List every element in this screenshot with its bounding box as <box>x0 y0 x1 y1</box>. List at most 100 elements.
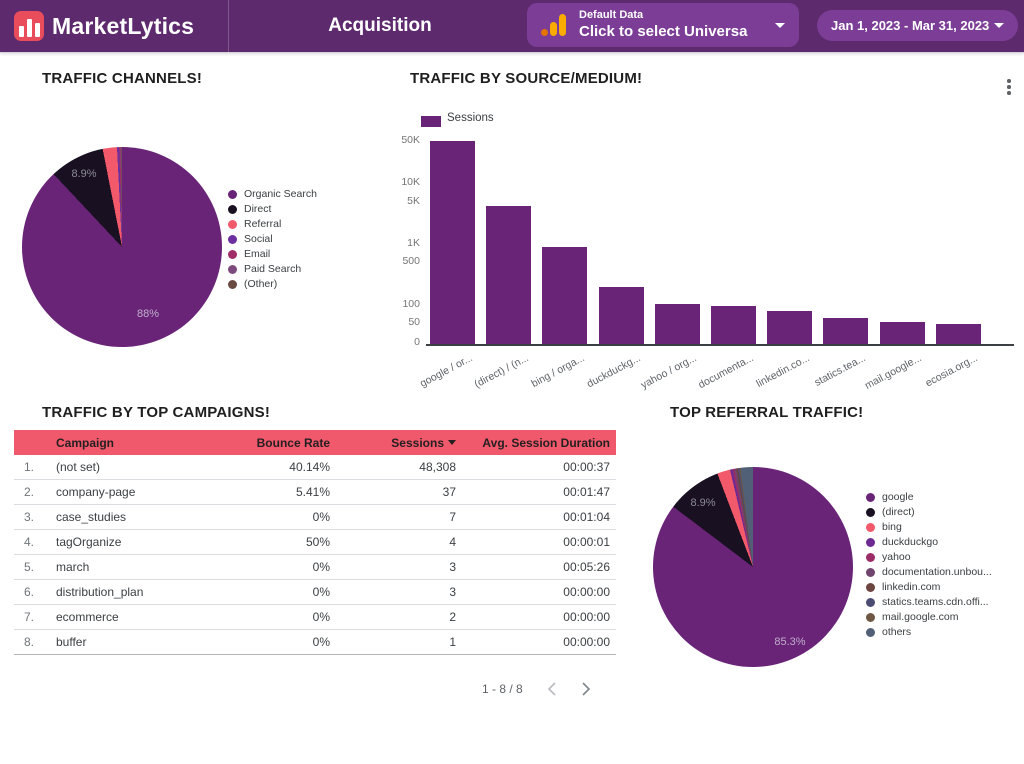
column-header-campaign[interactable]: Campaign <box>56 435 115 450</box>
x-axis-category-label: duckduckg... <box>585 352 643 391</box>
table-cell: 5.41% <box>295 485 330 499</box>
bar-2[interactable] <box>542 246 588 345</box>
table-row[interactable]: 8. buffer 0% 1 00:00:00 <box>14 630 616 655</box>
kebab-menu-icon[interactable] <box>1000 75 1018 99</box>
bar-9[interactable] <box>935 323 981 345</box>
date-range-selector[interactable]: Jan 1, 2023 - Mar 31, 2023 <box>817 10 1018 41</box>
table-cell: distribution_plan <box>56 585 144 599</box>
brand-logo: MarketLytics <box>14 0 194 52</box>
legend-color-dot <box>228 204 237 214</box>
y-axis-tick-label: 5K <box>407 194 420 207</box>
data-source-caption: Default Data <box>579 8 644 21</box>
legend-color-dot <box>866 492 875 502</box>
table-cell: 00:05:26 <box>563 560 610 574</box>
legend-color-dot <box>866 612 875 622</box>
traffic-channels-pie[interactable] <box>22 147 222 347</box>
source-medium-title: TRAFFIC BY SOURCE/MEDIUM! <box>410 70 643 87</box>
table-cell: 00:01:47 <box>563 485 610 499</box>
x-axis-category-label: ecosia.org... <box>923 352 980 390</box>
legend-label: Social <box>244 233 273 245</box>
table-cell: 8. <box>24 635 35 649</box>
column-header-sessions[interactable]: Sessions <box>336 436 462 450</box>
bar-0[interactable] <box>430 140 475 345</box>
bar-5[interactable] <box>711 305 756 345</box>
legend-item: linkedin.com <box>866 581 992 593</box>
legend-label: documentation.unbou... <box>882 566 992 578</box>
traffic-channels-title: TRAFFIC CHANNELS! <box>42 70 203 87</box>
table-cell: 0% <box>312 610 330 624</box>
legend-item: others <box>866 626 992 638</box>
table-row[interactable]: 7. ecommerce 0% 2 00:00:00 <box>14 605 616 630</box>
table-cell: 7 <box>449 510 456 524</box>
table-row[interactable]: 2. company-page 5.41% 37 00:01:47 <box>14 480 616 505</box>
legend-item: mail.google.com <box>866 611 992 623</box>
bar-3[interactable] <box>598 286 644 345</box>
sessions-legend-label: Sessions <box>447 112 494 124</box>
legend-item: Referral <box>228 218 317 230</box>
pie-slice-label: 8.9% <box>690 497 716 509</box>
top-referral-pie[interactable] <box>653 467 853 667</box>
sessions-legend-swatch <box>421 116 441 127</box>
next-page-icon[interactable] <box>581 682 591 696</box>
legend-label: (Other) <box>244 278 278 290</box>
marketlytics-logo-icon <box>14 11 44 41</box>
table-cell: 00:00:00 <box>563 610 610 624</box>
top-referral-legend: google (direct) bing duckduckgo yahoo documen… <box>866 491 992 638</box>
x-axis-category-label: (direct) / (n... <box>472 352 531 391</box>
table-cell: 1. <box>24 460 35 474</box>
table-row[interactable]: 4. tagOrganize 50% 4 00:00:01 <box>14 530 616 555</box>
table-row[interactable]: 6. distribution_plan 0% 3 00:00:00 <box>14 580 616 605</box>
analytics-icon <box>541 14 567 36</box>
legend-color-dot <box>228 264 237 274</box>
table-cell: 4 <box>449 535 456 549</box>
legend-item: google <box>866 491 992 503</box>
bar-4[interactable] <box>654 303 700 345</box>
traffic-channels-legend: Organic Search Direct Referral Social Email P… <box>228 188 317 290</box>
y-axis-tick-label: 1K <box>407 236 420 249</box>
previous-page-icon[interactable] <box>547 682 557 696</box>
table-row[interactable]: 5. march 0% 3 00:05:26 <box>14 555 616 580</box>
table-cell: case_studies <box>56 510 127 524</box>
legend-label: statics.teams.cdn.offi... <box>882 596 989 608</box>
table-cell: 2. <box>24 485 35 499</box>
table-cell: 00:01:04 <box>563 510 610 524</box>
x-axis-category-label: google / or... <box>417 352 475 390</box>
legend-color-dot <box>228 279 237 289</box>
table-body: 1. (not set) 40.14% 48,308 00:00:37 2. company… <box>14 455 616 655</box>
bar-6[interactable] <box>767 311 813 345</box>
bar-7[interactable] <box>823 318 869 345</box>
table-row[interactable]: 3. case_studies 0% 7 00:01:04 <box>14 505 616 530</box>
column-header-bounce-rate[interactable]: Bounce Rate <box>256 435 330 450</box>
legend-item: Direct <box>228 203 317 215</box>
table-row[interactable]: 1. (not set) 40.14% 48,308 00:00:37 <box>14 455 616 480</box>
column-header-avg-session-duration[interactable]: Avg. Session Duration <box>482 435 610 450</box>
legend-label: Direct <box>244 203 272 215</box>
legend-label: Referral <box>244 218 282 230</box>
table-cell: 7. <box>24 610 35 624</box>
legend-color-dot <box>866 597 875 607</box>
pie-slice-label: 8.9% <box>71 168 97 180</box>
top-campaigns-title: TRAFFIC BY TOP CAMPAIGNS! <box>42 404 271 421</box>
pie-slice-label: 88% <box>136 308 160 320</box>
legend-color-dot <box>866 522 875 532</box>
caret-down-icon <box>994 23 1004 28</box>
bar-1[interactable] <box>486 205 532 345</box>
bar-8[interactable] <box>879 321 925 345</box>
table-cell: ecommerce <box>56 610 119 624</box>
legend-item: duckduckgo <box>866 536 992 548</box>
legend-color-dot <box>228 219 237 229</box>
table-cell: 40.14% <box>289 460 330 474</box>
top-referral-title: TOP REFERRAL TRAFFIC! <box>670 404 864 421</box>
table-cell: 0% <box>312 635 330 649</box>
legend-item: yahoo <box>866 551 992 563</box>
top-campaigns-table: Campaign Bounce Rate Sessions Avg. Sessi… <box>14 430 616 655</box>
caret-down-icon <box>775 22 785 28</box>
legend-color-dot <box>866 627 875 637</box>
table-cell: 1 <box>449 635 456 649</box>
legend-color-dot <box>228 189 237 199</box>
pie-slice-label: 85.3% <box>774 636 806 648</box>
y-axis-tick-label: 50 <box>408 315 420 328</box>
table-cell: 5. <box>24 560 35 574</box>
table-cell: 3. <box>24 510 35 524</box>
data-source-selector[interactable]: Default Data Click to select Universa <box>527 3 799 47</box>
